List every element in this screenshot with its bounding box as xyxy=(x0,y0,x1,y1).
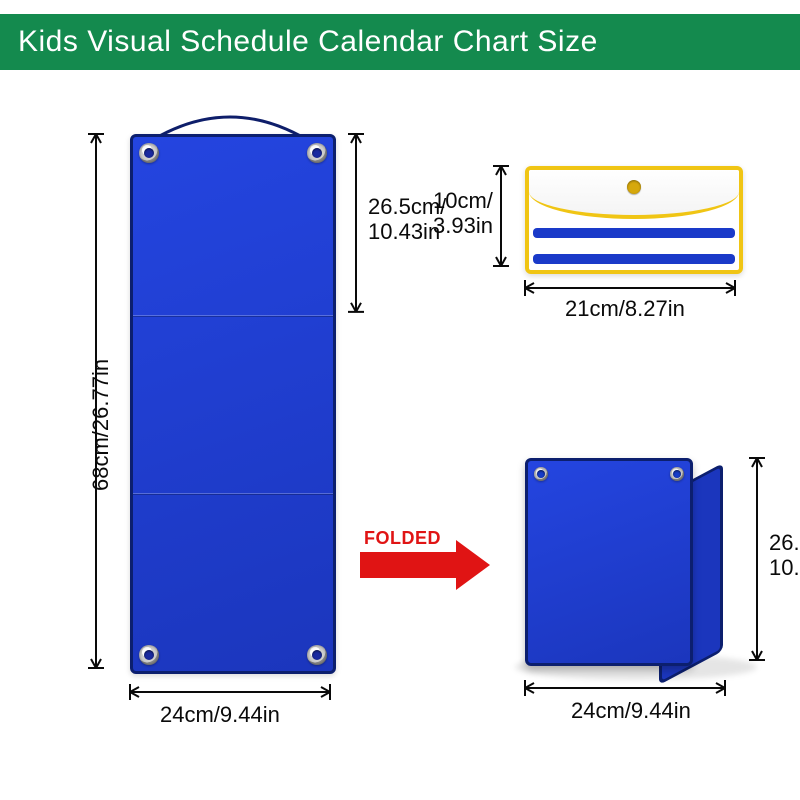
pouch-flap xyxy=(529,170,739,219)
title-banner: Kids Visual Schedule Calendar Chart Size xyxy=(0,14,800,70)
grommet-icon xyxy=(307,143,327,163)
folded-arrow-label: FOLDED xyxy=(364,528,441,549)
pouch-stripe xyxy=(533,228,735,238)
chart-folded-stand xyxy=(525,440,747,702)
fold-line xyxy=(133,493,333,495)
fold-line xyxy=(133,315,333,317)
pouch-stripe xyxy=(533,254,735,264)
snap-button-icon xyxy=(627,180,641,194)
infographic-stage: Kids Visual Schedule Calendar Chart Size… xyxy=(0,0,800,800)
pouch-width-label: 21cm/8.27in xyxy=(565,296,685,321)
storage-pouch xyxy=(525,166,743,274)
grommet-icon xyxy=(534,467,548,481)
grommet-icon xyxy=(670,467,684,481)
stand-front-panel xyxy=(525,458,693,666)
stand-width-label: 24cm/9.44in xyxy=(571,698,691,723)
grommet-icon xyxy=(139,143,159,163)
pouch-height-label: 10cm/ 3.93in xyxy=(433,188,493,239)
chart-width-label: 24cm/9.44in xyxy=(160,702,280,727)
stand-height-label: 26.5cm/ 10.43in xyxy=(769,530,800,581)
chart-height-label: 68cm/26.77in xyxy=(88,359,113,491)
grommet-icon xyxy=(307,645,327,665)
hanging-chart-unfolded xyxy=(130,134,336,674)
grommet-icon xyxy=(139,645,159,665)
title-text: Kids Visual Schedule Calendar Chart Size xyxy=(18,25,598,59)
